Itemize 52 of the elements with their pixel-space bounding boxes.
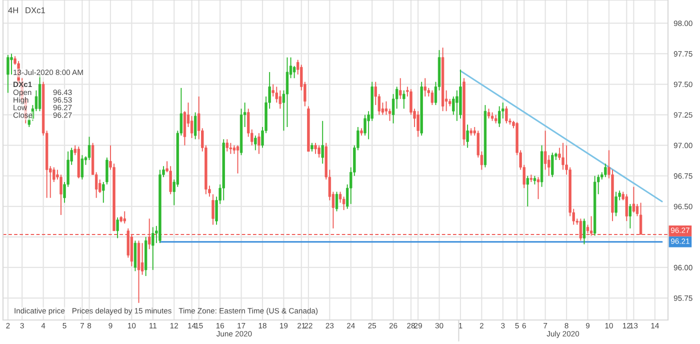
candlestick [498, 106, 501, 128]
candlestick [314, 142, 317, 154]
text: DXc1 [26, 7, 45, 14]
candlestick [190, 116, 194, 138]
candlestick [10, 53, 13, 75]
candlestick [226, 138, 228, 152]
candlestick [636, 203, 639, 217]
candlestick [388, 108, 392, 122]
candlestick [604, 163, 607, 178]
candlestick [526, 175, 529, 207]
text: 4H [8, 7, 18, 14]
candlestick [278, 90, 282, 110]
candlestick [402, 90, 406, 110]
candlestick [487, 108, 490, 119]
candlestick [286, 56, 289, 128]
candlestick [384, 100, 388, 116]
candlestick [430, 90, 434, 106]
candlestick [614, 191, 618, 217]
candlestick [364, 114, 366, 136]
candlestick [335, 191, 338, 212]
candlestick [140, 242, 144, 276]
candlestick [318, 144, 320, 158]
candlestick [194, 112, 197, 140]
candlestick [456, 90, 458, 122]
candlestick [152, 226, 154, 270]
candlestick [60, 174, 62, 216]
candlestick [236, 144, 240, 174]
candlestick [551, 152, 554, 178]
candlestick [338, 191, 342, 204]
candlestick [505, 106, 508, 124]
candlestick [123, 210, 126, 224]
candlestick [88, 136, 91, 160]
candlestick [321, 120, 324, 164]
candlestick [632, 186, 636, 214]
candlestick [116, 216, 119, 239]
candlestick [424, 78, 426, 97]
candlestick [80, 154, 84, 180]
candlestick [466, 124, 469, 148]
candlestick [292, 65, 296, 79]
candlestick [536, 176, 540, 200]
candlestick [342, 196, 346, 211]
candlestick [399, 78, 402, 100]
candlestick [582, 218, 586, 245]
candlestick [229, 142, 232, 154]
candlestick [258, 132, 260, 154]
candlestick [628, 203, 632, 229]
candlestick [6, 54, 10, 94]
candlestick [562, 142, 564, 170]
candlestick [254, 135, 257, 151]
candlestick [416, 110, 420, 138]
candlestick [625, 194, 628, 222]
candlestick [212, 194, 214, 226]
